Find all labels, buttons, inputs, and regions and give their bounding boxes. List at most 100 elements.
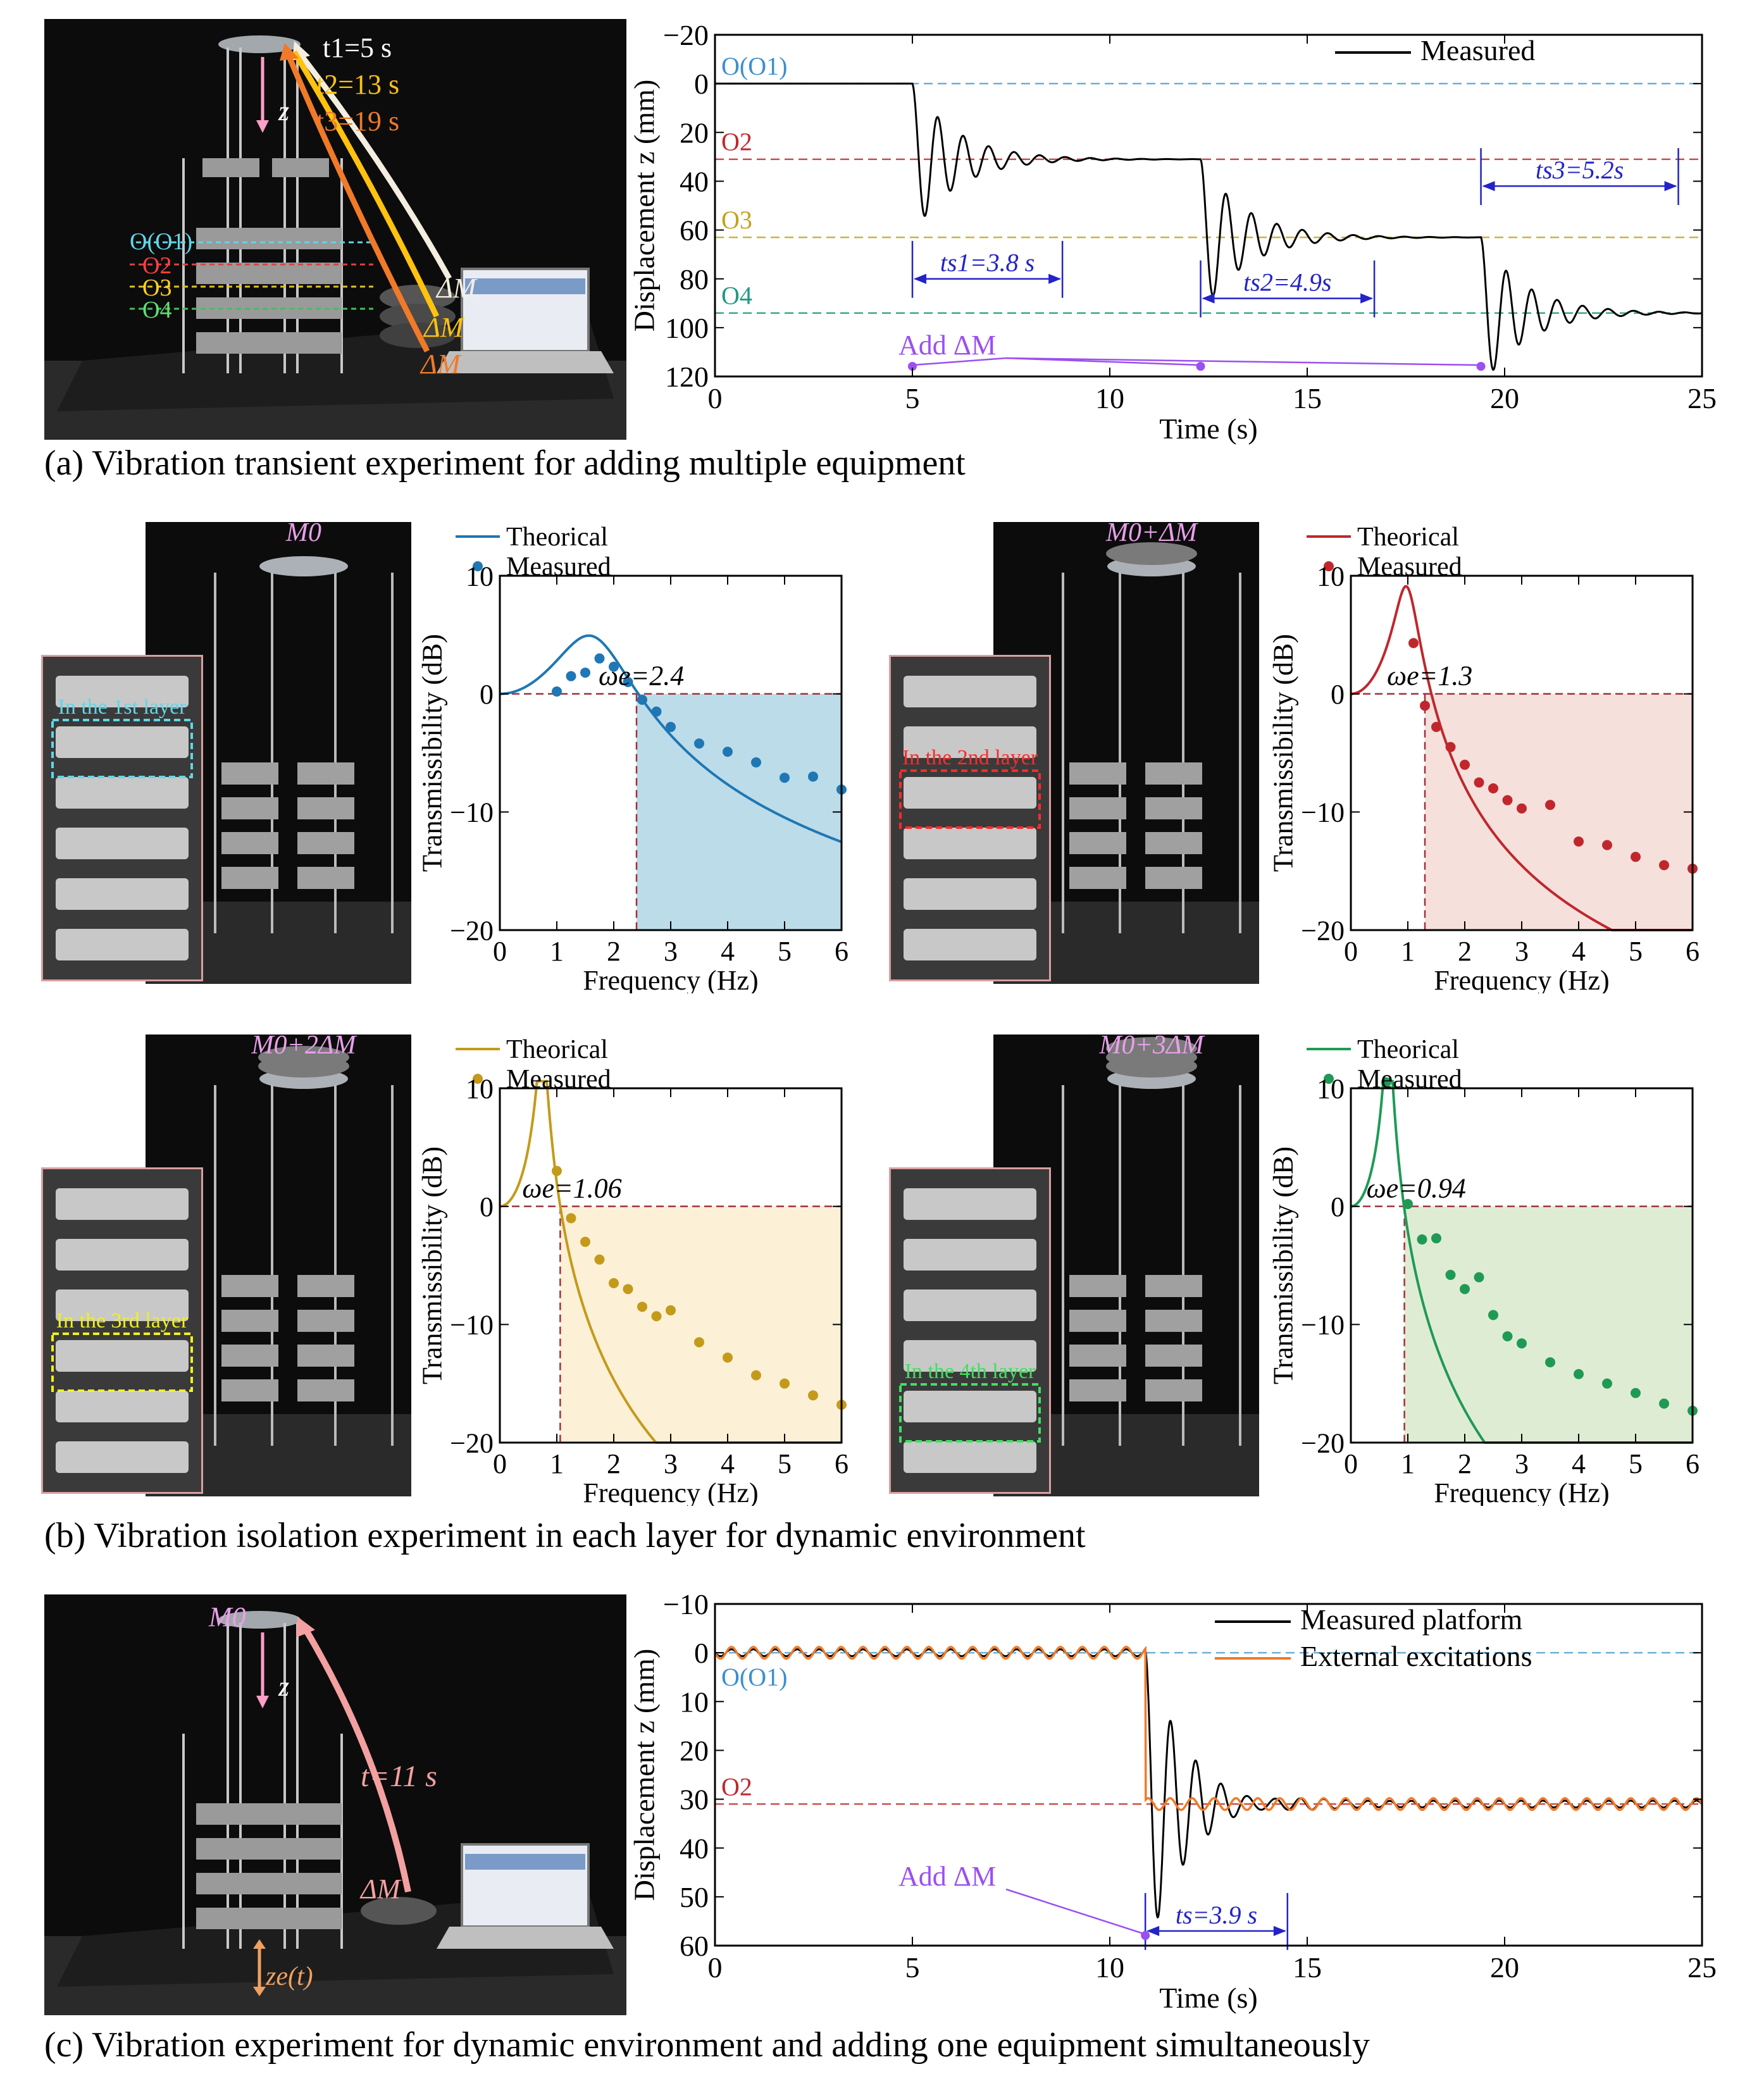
y-tick-label: −10 [450,1310,494,1341]
measured-point [609,1278,619,1288]
measured-point [1474,1272,1484,1283]
inset-layer [56,828,189,859]
isolation-region [560,1206,842,1443]
measured-point [1602,1378,1612,1389]
layer-block [221,1275,278,1297]
y-tick-label: 10 [466,1073,494,1104]
y-tick-label: 20 [680,1735,709,1767]
x-tick-label: 2 [607,936,621,967]
layer-block [297,762,354,785]
x-tick-label: 4 [1572,1448,1586,1479]
measured-point [594,653,605,664]
platform-top [259,556,348,576]
inset-layer [904,1340,1036,1372]
measured-point [1545,800,1555,811]
legend-swatch-measured [473,1074,483,1084]
layer-block [1069,867,1126,889]
mass-label: M0+2ΔM [251,1034,357,1060]
photo-a-O3: O3 [142,275,172,301]
inset-layer [904,929,1036,960]
x-tick-label: 6 [835,936,848,967]
photo-c-ze: ze(t) [266,1962,313,1991]
x-tick-label: 1 [550,1448,564,1479]
layer-block [221,867,278,889]
series-external-excitations [714,1646,1703,1811]
chart-a: O(O1) O2 O3 O4 ts1=3.8 s ts2=4.9s ts3=5.2s Add … [633,19,1717,445]
layer-block [297,797,354,819]
photo-b1-inset-drawing: In the 1st layer [51,676,193,960]
x-tick-label: 2 [607,1448,621,1479]
legend-label-theorical: Theorical [1357,523,1459,552]
layer-block [221,1379,278,1401]
measured-point [1631,1388,1641,1398]
measured-point [1502,795,1513,805]
layer-block [1069,1379,1126,1401]
inset-layer [56,676,189,707]
y-tick-label: 60 [680,1930,709,1962]
y-tick-label: 20 [680,116,709,149]
reference-label: O2 [721,1772,752,1801]
series-measured [715,82,1702,371]
y-tick-label: −20 [1301,1427,1345,1458]
measured-point [666,721,676,732]
y-axis-label: Displacement z (mm) [633,1649,660,1901]
photo-b1-inset: In the 1st layer [41,655,203,981]
legend-label: Measured platform [1300,1603,1522,1636]
x-tick-label: 0 [708,1951,723,1984]
measured-point [580,668,590,678]
measured-point [1602,840,1612,850]
measured-point [1502,1331,1513,1341]
measured-point [1631,852,1641,862]
x-tick-label: 1 [550,936,564,967]
layer-block [297,1310,354,1332]
photo-a-drawing [44,35,626,440]
legend-label-measured: Measured [1357,1065,1462,1094]
layer-block [1069,1310,1126,1332]
measured-point [1574,1369,1584,1379]
inset-layer [56,1391,189,1422]
measured-point [1474,777,1484,788]
legend-swatch-measured [1324,561,1334,571]
reference-label: O(O1) [721,1663,787,1691]
y-tick-label: 40 [680,1832,709,1865]
inset-layer [56,1340,189,1372]
add-dm-arrow-head [1196,362,1205,371]
layer-highlight [899,769,1041,829]
x-tick-label: 0 [1344,1448,1358,1479]
photo-a-t1: t1=5 s [323,32,392,63]
y-tick-label: 0 [1331,679,1345,710]
isolation-region [1425,693,1693,930]
inset-layer [56,1188,189,1220]
inset-layer [904,676,1036,707]
inset-layer [904,1391,1036,1422]
legend-label-measured: Measured [1357,552,1462,581]
layer-block [1145,1379,1202,1401]
measured-point [1659,1398,1669,1409]
y-axis-label: Displacement z (mm) [633,80,660,332]
measured-point [780,773,790,783]
reference-label: O2 [721,128,752,156]
x-tick-label: 6 [1686,936,1700,967]
measured-point [751,757,761,767]
x-tick-label: 3 [1515,1448,1529,1479]
photo-a-z: z [278,96,290,127]
y-tick-label: 0 [694,68,709,100]
measured-point [1417,1234,1427,1245]
y-tick-label: −10 [1301,1310,1345,1341]
y-tick-label: 10 [1317,1073,1345,1104]
y-tick-label: −10 [663,1588,709,1620]
layer-label: In the 4th layer [905,1360,1036,1383]
x-tick-label: 6 [1686,1448,1700,1479]
inset-layer [904,1188,1036,1220]
y-tick-label: −20 [663,19,709,51]
measured-point [751,1370,761,1381]
x-tick-label: 1 [1401,1448,1415,1479]
x-tick-label: 20 [1490,382,1519,414]
caption-a: (a) Vibration transient experiment for a… [44,444,966,483]
y-tick-label: −20 [450,1427,494,1458]
measured-point [1445,742,1456,752]
measured-point [1420,700,1430,711]
reference-label: O4 [721,282,752,310]
legend-label: External excitations [1300,1640,1532,1672]
